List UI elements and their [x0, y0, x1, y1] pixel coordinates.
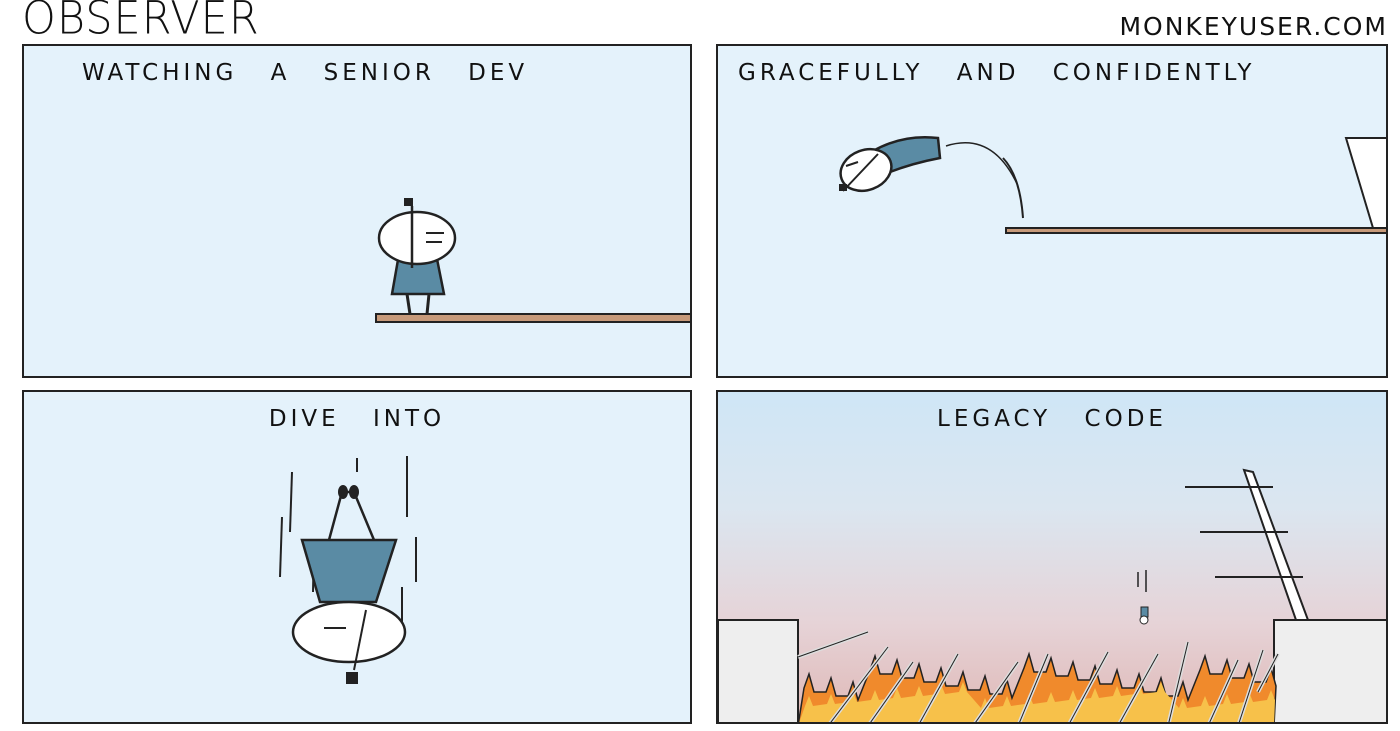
spike-outline	[1168, 641, 1189, 722]
panel-2-caption: GRACEFULLY AND CONFIDENTLY	[738, 60, 1256, 86]
fire-flames	[797, 651, 1277, 722]
spike-outline	[797, 631, 869, 658]
spikes	[797, 630, 1280, 722]
spike-outline	[975, 661, 1019, 722]
spike-outline	[1257, 653, 1279, 693]
spike-outline	[1209, 659, 1239, 722]
senior-dev-diving-illustration	[279, 456, 417, 684]
panel-2: GRACEFULLY AND CONFIDENTLY	[716, 44, 1388, 378]
panel-4: LEGACY CODE	[716, 390, 1388, 724]
panel-3: DIVE INTO	[22, 390, 692, 724]
panel-1: WATCHING A SENIOR DEV	[22, 44, 692, 378]
panel-4-caption: LEGACY CODE	[937, 406, 1167, 432]
senior-dev-standing-illustration	[375, 198, 690, 323]
site-url: MONKEYUSER.COM	[1119, 12, 1388, 41]
spike-outline	[1238, 649, 1264, 722]
panel-3-caption: DIVE INTO	[268, 406, 446, 432]
spike-outline	[830, 646, 889, 722]
spike-outline	[1019, 653, 1049, 722]
spike-outline	[1069, 651, 1109, 722]
spike-outline	[1119, 653, 1159, 722]
senior-dev-jumping-illustration	[839, 136, 1386, 234]
spike-outline	[870, 661, 914, 722]
comic-title: OBSERVER	[22, 0, 260, 46]
spike-outline	[919, 653, 959, 722]
panel-1-caption: WATCHING A SENIOR DEV	[82, 60, 529, 86]
legacy-code-fire-pit-illustration	[718, 468, 1386, 722]
